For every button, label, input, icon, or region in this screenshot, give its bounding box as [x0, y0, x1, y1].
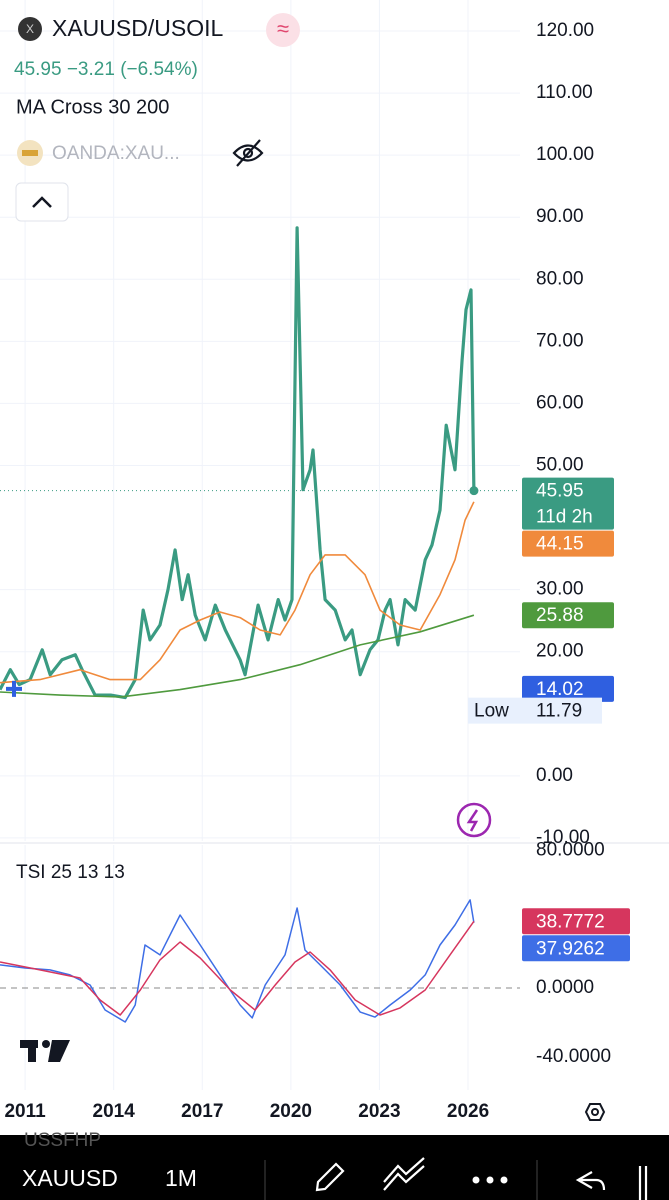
- toolbar: [0, 1135, 669, 1200]
- y-tick-label: -10.00: [536, 827, 590, 848]
- y-tick-label: 90.00: [536, 206, 584, 227]
- tsi-label: TSI 25 13 13: [16, 862, 125, 883]
- undo-icon[interactable]: [575, 1171, 606, 1191]
- low-value: 11.79: [536, 701, 582, 722]
- hide-icon[interactable]: [232, 139, 264, 167]
- alert-icon[interactable]: [456, 802, 492, 838]
- series-line: [0, 614, 475, 698]
- y-tick-label: 80.0000: [536, 839, 605, 860]
- y-tick-label: 20.00: [536, 641, 584, 662]
- x-tick-label: 2017: [181, 1101, 223, 1122]
- redo-icon[interactable]: [638, 1166, 648, 1200]
- alert-bolt: [466, 809, 479, 832]
- tv-logo: [20, 1040, 70, 1062]
- series-line: [0, 501, 475, 684]
- realtime-icon[interactable]: [266, 13, 300, 47]
- x-tick-label: 2011: [4, 1101, 46, 1122]
- last: 45.95: [14, 59, 62, 80]
- y-tick-label: 120.00: [536, 20, 594, 41]
- x-tick-label: 2020: [270, 1101, 312, 1122]
- price-label-countdown: 11d 2h: [536, 507, 593, 528]
- last-point: [469, 486, 479, 496]
- price-label-box: [522, 602, 614, 629]
- cross-marker: [6, 680, 22, 697]
- y-tick-label: 100.00: [536, 144, 594, 165]
- y-tick-label: 110.00: [536, 82, 593, 103]
- change-pct: (−6.54%): [120, 59, 198, 80]
- symbol-icon: [18, 17, 42, 41]
- y-tick-label: 80.00: [536, 268, 584, 289]
- x-tick-label: 2023: [358, 1101, 400, 1122]
- last-price: 45.95 −3.21 (−6.54%): [14, 59, 198, 80]
- toolbar-symbol[interactable]: XAUUSD: [22, 1165, 118, 1191]
- symbol-title: XAUUSD/USOIL: [52, 15, 223, 41]
- indicator-label[interactable]: MA Cross 30 200: [16, 96, 169, 118]
- price-label-box: [522, 675, 614, 702]
- price-label-box: [522, 530, 614, 557]
- y-tick-label: -40.0000: [536, 1046, 611, 1067]
- collapse-button[interactable]: [15, 182, 69, 222]
- low-label-box: [468, 697, 602, 724]
- price-label: 38.7772: [536, 911, 605, 932]
- symbol-icon-mark: X: [26, 22, 34, 36]
- more-icon[interactable]: [472, 1176, 508, 1184]
- y-tick-label: 60.00: [536, 392, 584, 413]
- settings-icon[interactable]: [584, 1103, 606, 1121]
- y-tick-label: 50.00: [536, 455, 584, 476]
- change: −3.21: [67, 59, 115, 80]
- y-tick-label: 0.00: [536, 765, 573, 786]
- indicators-icon[interactable]: [383, 1157, 425, 1191]
- compare-icon-mark: [22, 150, 38, 156]
- plot-layer: 120.00 110.00 100.00 90.00 80.00 70.00 60.00 50…: [0, 0, 630, 1122]
- x-tick-label: 2026: [447, 1101, 489, 1122]
- series-line: [0, 226, 476, 700]
- y-tick-label: 0.0000: [536, 977, 594, 998]
- toolbar-interval[interactable]: 1M: [165, 1165, 197, 1191]
- series-line: [0, 899, 475, 1023]
- price-label: 45.95: [536, 481, 584, 502]
- low-label: Low: [474, 701, 509, 722]
- price-label: 25.88: [536, 605, 584, 626]
- collapse-arrow: [32, 196, 52, 208]
- price-label-box: [522, 935, 630, 962]
- price-label-box: [522, 477, 614, 530]
- series-line: [0, 920, 475, 1016]
- price-label: 37.9262: [536, 938, 605, 959]
- price-label: 14.02: [536, 679, 584, 700]
- draw-icon[interactable]: [315, 1162, 345, 1192]
- realtime-icon-mark: ≈: [277, 16, 289, 41]
- y-tick-label: 70.00: [536, 330, 584, 351]
- compare-label[interactable]: OANDA:XAU...: [52, 143, 180, 164]
- x-tick-label: 2014: [93, 1101, 136, 1122]
- watermark: USSFHP: [24, 1130, 101, 1151]
- price-label-box: [522, 908, 630, 935]
- y-tick-label: 30.00: [536, 579, 584, 600]
- price-label: 44.15: [536, 534, 584, 555]
